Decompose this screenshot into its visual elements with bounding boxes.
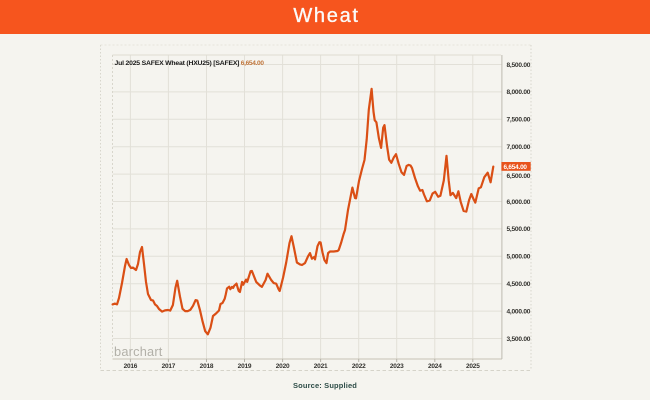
svg-text:7,500.00: 7,500.00 xyxy=(507,117,531,124)
svg-text:2023: 2023 xyxy=(390,363,404,370)
svg-text:5,000.00: 5,000.00 xyxy=(507,254,531,261)
svg-text:4,000.00: 4,000.00 xyxy=(507,308,531,315)
svg-text:2021: 2021 xyxy=(314,363,328,370)
svg-text:2016: 2016 xyxy=(124,363,138,370)
svg-text:Jul 2025 SAFEX Wheat (HXU25) [: Jul 2025 SAFEX Wheat (HXU25) [SAFEX] 6,6… xyxy=(115,60,265,67)
svg-text:3,500.00: 3,500.00 xyxy=(507,336,531,343)
svg-text:2018: 2018 xyxy=(200,363,214,370)
svg-text:6,500.00: 6,500.00 xyxy=(507,173,531,180)
svg-text:7,000.00: 7,000.00 xyxy=(507,144,531,151)
svg-text:4,500.00: 4,500.00 xyxy=(507,281,531,288)
svg-text:2020: 2020 xyxy=(276,363,290,370)
svg-text:2022: 2022 xyxy=(352,363,366,370)
svg-text:2017: 2017 xyxy=(162,363,176,370)
svg-text:8,500.00: 8,500.00 xyxy=(507,62,531,69)
svg-text:Source: Supplied: Source: Supplied xyxy=(293,381,357,390)
svg-text:barchart: barchart xyxy=(114,344,163,359)
svg-text:2019: 2019 xyxy=(238,363,252,370)
svg-text:5,500.00: 5,500.00 xyxy=(507,226,531,233)
svg-text:6,000.00: 6,000.00 xyxy=(507,199,531,206)
svg-text:6,654.00: 6,654.00 xyxy=(504,164,528,171)
svg-text:2025: 2025 xyxy=(466,363,480,370)
svg-text:2024: 2024 xyxy=(428,363,442,370)
svg-text:8,000.00: 8,000.00 xyxy=(507,89,531,96)
